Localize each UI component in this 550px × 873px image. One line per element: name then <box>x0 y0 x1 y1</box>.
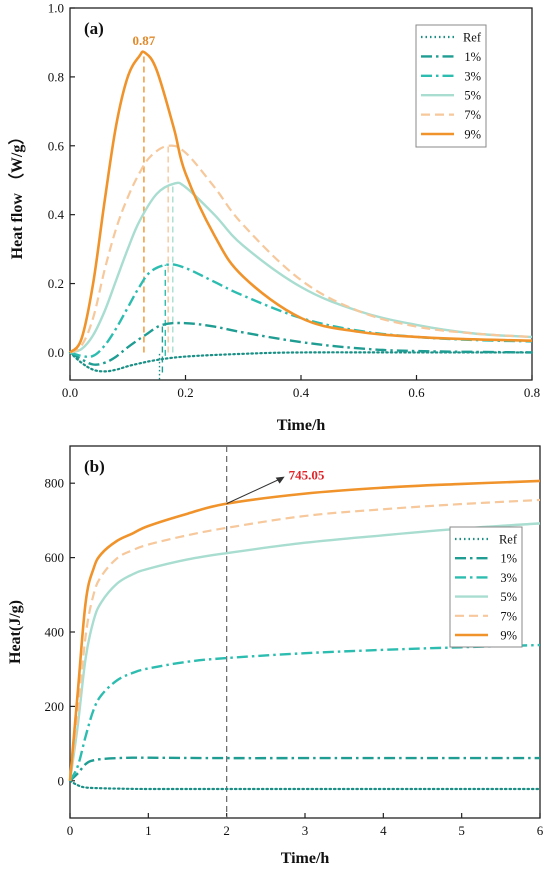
legend-label: 9% <box>464 128 481 142</box>
y-tick-label: 0.6 <box>48 138 65 153</box>
x-tick-label: 3 <box>302 823 309 838</box>
legend-label: 1% <box>500 552 517 566</box>
series-line-c3 <box>68 643 541 782</box>
series-line-c3 <box>69 263 533 359</box>
y-tick-label: 600 <box>45 550 65 565</box>
series-line-c1 <box>69 756 540 782</box>
legend-label: 5% <box>464 89 481 103</box>
peak-value-label: 0.87 <box>133 33 156 48</box>
legend-label: 7% <box>464 108 481 122</box>
y-tick-label: 800 <box>45 476 65 491</box>
x-tick-label: 0.2 <box>177 385 193 400</box>
series-line-c7 <box>68 498 541 781</box>
x-tick-label: 0.8 <box>524 385 540 400</box>
y-tick-label: 1.0 <box>48 1 64 16</box>
legend-label: 3% <box>500 571 517 585</box>
legend-label: 5% <box>500 590 517 604</box>
series-line-c5 <box>69 181 533 354</box>
annotation-value-label: 745.05 <box>289 468 325 483</box>
x-tick-label: 5 <box>458 823 465 838</box>
y-tick-label: 0.4 <box>48 207 65 222</box>
legend-label: 9% <box>500 629 517 643</box>
series-line-c1 <box>69 321 533 366</box>
chart-panel-a: 0.0 0.2 0.4 0.6 0.8 0.0 0.2 0.4 0.6 0.8 1.0 Time/h H… <box>8 1 540 435</box>
panel-label: (a) <box>84 19 104 38</box>
y-tick-label: 0.0 <box>48 345 64 360</box>
x-tick-label: 6 <box>537 823 544 838</box>
annotation-arrowhead <box>275 476 285 484</box>
series-line-c9 <box>68 479 541 781</box>
annotation-arrow <box>226 479 279 505</box>
legend: Ref 1% 3% 5% 7% 9% <box>449 526 523 648</box>
series-line-c7 <box>69 144 533 354</box>
x-tick-label: 0.4 <box>293 385 310 400</box>
x-tick-label: 1 <box>145 823 152 838</box>
chart-panel-b: 0 1 2 3 4 5 6 0 200 400 600 800 Time/h Heat(J/g) (b) 74… <box>7 445 544 867</box>
y-tick-label: 0 <box>58 773 65 788</box>
x-tick-label: 0 <box>67 823 74 838</box>
x-tick-label: 0.6 <box>408 385 425 400</box>
y-axis-title: Heat(J/g) <box>7 600 24 664</box>
x-tick-label: 0.0 <box>62 385 78 400</box>
panel-label: (b) <box>84 457 105 476</box>
x-tick-label: 4 <box>380 823 387 838</box>
legend-label: Ref <box>499 533 518 547</box>
x-axis-title: Time/h <box>277 417 326 434</box>
series-line-ref <box>68 779 542 791</box>
legend-label: 1% <box>464 50 481 64</box>
y-tick-label: 200 <box>45 699 65 714</box>
y-tick-label: 0.8 <box>48 69 64 84</box>
y-tick-label: 400 <box>45 625 65 640</box>
y-axis-title: Heat flow （W/g） <box>8 129 26 260</box>
y-tick-label: 0.2 <box>48 276 64 291</box>
series-line-c5 <box>68 522 541 781</box>
legend-box <box>449 526 523 648</box>
x-tick-label: 2 <box>223 823 230 838</box>
legend-label: 7% <box>500 609 517 623</box>
series-line-c9 <box>69 50 533 354</box>
series-line-ref <box>68 351 534 373</box>
legend-label: Ref <box>463 31 482 45</box>
legend-box <box>415 24 487 148</box>
legend-label: 3% <box>464 69 481 83</box>
x-axis-title: Time/h <box>281 850 330 867</box>
legend: Ref 1% 3% 5% 7% 9% <box>415 24 487 148</box>
